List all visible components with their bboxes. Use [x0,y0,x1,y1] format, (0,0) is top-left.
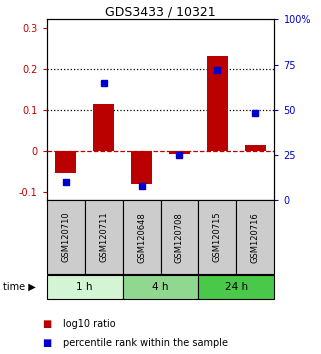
Bar [93,104,114,151]
Bar [207,56,228,151]
Text: GSM120715: GSM120715 [213,212,222,263]
Text: ■: ■ [42,319,51,329]
Bar [245,145,266,151]
Text: GSM120708: GSM120708 [175,212,184,263]
Bar [47,275,123,299]
Text: time ▶: time ▶ [3,282,36,292]
Bar [131,151,152,184]
Bar [123,200,160,274]
Text: 24 h: 24 h [225,282,248,292]
Text: GSM120711: GSM120711 [99,212,108,263]
Text: log10 ratio: log10 ratio [63,319,115,329]
Bar [160,200,198,274]
Text: 1 h: 1 h [76,282,93,292]
Text: percentile rank within the sample: percentile rank within the sample [63,338,228,348]
Bar [123,275,198,299]
Text: GSM120710: GSM120710 [61,212,70,263]
Bar [198,275,274,299]
Bar [84,200,123,274]
Bar [198,200,237,274]
Bar [169,151,190,154]
Bar [47,200,84,274]
Text: GSM120648: GSM120648 [137,212,146,263]
Title: GDS3433 / 10321: GDS3433 / 10321 [105,5,216,18]
Text: GSM120716: GSM120716 [251,212,260,263]
Text: 4 h: 4 h [152,282,169,292]
Bar [237,200,274,274]
Text: ■: ■ [42,338,51,348]
Bar [55,151,76,173]
